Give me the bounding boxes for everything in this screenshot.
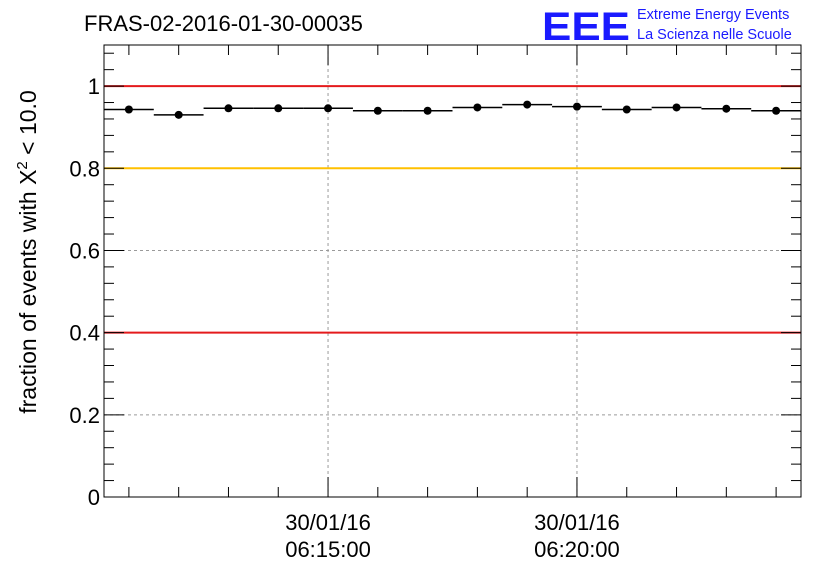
data-point <box>473 103 482 112</box>
y-axis-label-suffix: < 10.0 <box>15 90 41 161</box>
y-tick-label: 1 <box>88 74 100 99</box>
data-point <box>224 104 233 113</box>
x-tick-label-date: 30/01/16 <box>534 510 620 535</box>
data-series <box>104 100 801 119</box>
y-tick-label: 0.2 <box>69 403 100 428</box>
data-point <box>523 100 532 109</box>
y-axis-label-symbol: X <box>15 170 41 185</box>
grid <box>104 45 801 497</box>
data-point <box>672 103 681 112</box>
data-point <box>373 106 382 115</box>
data-point <box>622 105 631 114</box>
y-tick-label: 0.4 <box>69 321 100 346</box>
x-tick-label-time: 06:15:00 <box>285 537 371 562</box>
y-axis-label-superscript: 2 <box>14 161 31 169</box>
eee-logo-line2: La Scienza nelle Scuole <box>637 27 792 43</box>
data-point <box>423 106 432 115</box>
y-tick-label: 0.6 <box>69 238 100 263</box>
chart-title: FRAS-02-2016-01-30-00035 <box>84 11 363 36</box>
data-point <box>124 105 133 114</box>
eee-logo: EEE Extreme Energy Events La Scienza nel… <box>542 5 792 49</box>
data-point <box>274 104 283 113</box>
data-point <box>722 104 731 113</box>
data-point <box>324 104 333 113</box>
y-axis-label: fraction of events with X2 < 10.0 <box>14 90 41 414</box>
y-axis-label-prefix: fraction of events with <box>15 185 41 414</box>
data-point <box>572 102 581 111</box>
reference-lines <box>104 85 801 334</box>
y-tick-label: 0 <box>88 485 100 510</box>
plot-frame <box>103 44 802 498</box>
x-tick-label-date: 30/01/16 <box>285 510 371 535</box>
axes: 00.20.40.60.8130/01/1606:15:0030/01/1606… <box>69 45 801 562</box>
data-point <box>772 106 781 115</box>
eee-logo-mark: EEE <box>542 5 630 49</box>
y-tick-label: 0.8 <box>69 156 100 181</box>
data-point <box>174 110 183 119</box>
x-tick-label-time: 06:20:00 <box>534 537 620 562</box>
eee-logo-line1: Extreme Energy Events <box>637 7 789 23</box>
